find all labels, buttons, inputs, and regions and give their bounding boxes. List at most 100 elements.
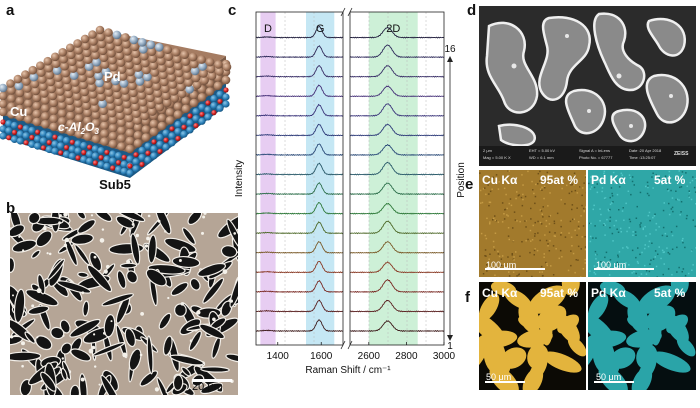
cu-atom	[200, 76, 209, 85]
eds-speckle	[662, 226, 665, 229]
o-atom	[6, 135, 12, 141]
eds-speckle	[543, 197, 545, 200]
label-cu: Cu	[10, 104, 27, 119]
eds-speckle	[633, 184, 635, 186]
spectrum-2-right	[349, 299, 445, 313]
eds-speckle	[489, 253, 491, 255]
e-pd-value: 5at %	[654, 173, 686, 187]
eds-speckle	[620, 172, 623, 175]
cu-atom	[90, 44, 99, 53]
eds-speckle	[582, 187, 584, 189]
micrograph-spot	[103, 331, 106, 335]
eds-speckle	[503, 218, 506, 220]
cu-atom	[106, 101, 116, 111]
panel-e-letter: e	[465, 176, 474, 193]
eds-speckle	[546, 262, 548, 265]
cu-atom	[89, 37, 98, 46]
eds-speckle	[681, 271, 683, 273]
eds-speckle	[635, 272, 637, 275]
spectrum-2-left	[255, 299, 344, 313]
eds-speckle	[564, 236, 567, 238]
o-atom	[115, 160, 122, 166]
eds-speckle	[583, 210, 585, 212]
eds-speckle	[582, 268, 585, 270]
micrograph-domain	[126, 270, 138, 284]
eds-speckle	[648, 211, 651, 214]
eds-speckle	[512, 240, 515, 242]
cu-atom	[24, 99, 33, 108]
eds-speckle	[635, 256, 637, 259]
eds-speckle	[541, 186, 543, 189]
eds-speckle	[618, 186, 621, 188]
cu-atom	[142, 65, 151, 75]
eds-speckle	[577, 225, 580, 228]
o-atom	[52, 134, 58, 140]
eds-speckle	[680, 186, 683, 188]
eds-speckle	[516, 220, 518, 222]
eds-speckle	[660, 257, 662, 260]
e-pd-scalebar: 100 μm	[596, 260, 627, 270]
micrograph-domain	[162, 335, 173, 356]
micrograph-domain	[86, 264, 113, 293]
micrograph-domain	[128, 348, 142, 371]
micrograph-domain	[31, 249, 41, 259]
eds-speckle	[614, 263, 616, 266]
eds-speckle	[635, 217, 638, 219]
cu-atom	[77, 66, 86, 76]
cu-atom	[32, 101, 42, 111]
x-tick-label: 1600	[310, 351, 333, 362]
al-atom	[74, 140, 82, 148]
eds-speckle	[524, 195, 527, 198]
position-arrow-head-up	[447, 56, 453, 62]
cu-domain	[527, 343, 549, 370]
micrograph-domain	[37, 273, 46, 295]
eds-speckle	[658, 226, 660, 228]
cu-atom	[170, 93, 180, 103]
eds-speckle	[678, 170, 680, 172]
cu-atom	[139, 104, 149, 114]
eds-speckle	[649, 219, 651, 222]
cu-atom	[117, 126, 126, 135]
eds-speckle	[506, 207, 508, 210]
spectrum-3-right	[349, 279, 445, 293]
x-tick-label: 3000	[433, 351, 456, 362]
eds-speckle	[656, 182, 658, 185]
pd-atom	[129, 35, 139, 45]
cu-atom	[122, 40, 131, 49]
eds-speckle	[652, 187, 654, 189]
cu-atom	[0, 91, 8, 101]
cu-atom	[206, 64, 216, 74]
o-atom	[92, 160, 98, 166]
eds-speckle	[692, 176, 694, 178]
cu-atom	[32, 109, 42, 119]
eds-speckle	[488, 204, 490, 207]
cu-atom	[66, 127, 75, 136]
al-atom	[86, 157, 94, 165]
cu-atom	[98, 46, 108, 56]
spectrum-1-right	[349, 320, 445, 333]
pd-atom	[101, 67, 111, 76]
eds-speckle	[548, 231, 551, 233]
cu-atom	[47, 84, 57, 94]
eds-speckle	[583, 182, 585, 184]
cu-atom	[21, 70, 30, 79]
cu-atom	[169, 87, 179, 96]
cu-domain	[528, 285, 567, 314]
micrograph-spot	[167, 296, 170, 300]
spectrum-11-left	[255, 123, 344, 137]
eds-speckle	[611, 232, 614, 235]
eds-speckle	[682, 237, 684, 240]
eds-speckle	[626, 246, 628, 248]
cu-atom	[100, 121, 109, 130]
eds-speckle	[651, 242, 653, 244]
micrograph-spot	[203, 213, 207, 215]
pd-atom	[69, 71, 79, 80]
eds-speckle	[488, 193, 490, 195]
eds-speckle	[503, 213, 505, 215]
eds-speckle	[534, 233, 536, 235]
eds-speckle	[489, 221, 491, 223]
eds-speckle	[622, 247, 624, 249]
eds-speckle	[504, 209, 506, 211]
eds-speckle	[663, 251, 665, 253]
al-atom	[28, 140, 36, 148]
